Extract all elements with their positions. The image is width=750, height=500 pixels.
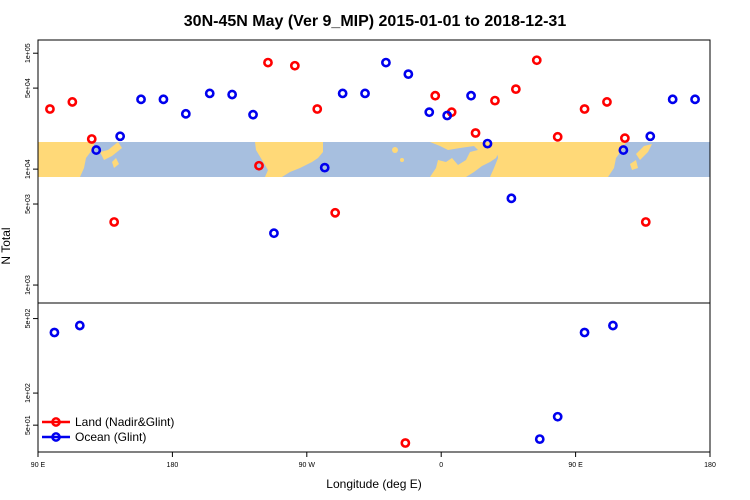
data-point — [263, 57, 273, 68]
x-tick-label: 90 E — [568, 462, 583, 469]
land-series — [45, 55, 651, 448]
data-point — [400, 438, 411, 448]
plot-frame — [37, 39, 711, 453]
y-tick-label: 5e+02 — [25, 309, 32, 329]
data-point — [602, 97, 612, 107]
data-point — [510, 84, 521, 95]
data-point — [381, 57, 391, 68]
data-point — [490, 95, 500, 106]
data-point — [319, 162, 330, 173]
data-point — [506, 193, 517, 204]
data-point — [49, 327, 60, 338]
data-point — [227, 89, 238, 100]
map-island — [517, 147, 523, 153]
data-point — [269, 228, 279, 239]
map-land — [430, 142, 502, 177]
x-tick-label: 180 — [704, 462, 716, 469]
map-land — [636, 144, 652, 160]
y-tick-label: 5e+01 — [25, 415, 32, 435]
legend-land-label: Land (Nadir&Glint) — [75, 415, 174, 429]
data-point — [360, 88, 370, 99]
y-axis-label: N Total — [0, 227, 13, 264]
data-point — [618, 145, 629, 155]
data-point — [115, 131, 126, 142]
y-tick-label: 1e+05 — [25, 43, 32, 63]
data-point — [552, 411, 563, 422]
data-point — [608, 320, 618, 331]
map-island — [400, 158, 404, 162]
data-point — [330, 207, 341, 218]
data-point — [424, 107, 435, 118]
data-point — [430, 90, 441, 101]
data-point — [45, 104, 55, 114]
y-tick-label: 5e+03 — [25, 194, 32, 214]
data-point — [204, 88, 215, 99]
data-point — [254, 160, 264, 171]
map-land — [112, 158, 119, 168]
data-point — [158, 94, 169, 105]
data-point — [86, 134, 97, 144]
chart-title: 30N-45N May (Ver 9_MIP) 2015-01-01 to 20… — [184, 13, 567, 30]
data-point — [690, 94, 700, 105]
map-land — [255, 142, 323, 177]
x-tick-label: 180 — [167, 462, 179, 469]
x-axis-label: Longitude (deg E) — [326, 477, 421, 491]
y-axis: 1e+03 5e+03 1e+04 5e+04 1e+05 5e+01 1e+02 5e+02 — [25, 43, 38, 435]
ocean-series — [49, 57, 700, 444]
data-point — [337, 88, 348, 99]
data-point — [289, 60, 300, 71]
data-point — [67, 97, 78, 107]
data-point — [470, 128, 481, 138]
map-land — [490, 142, 626, 177]
y-tick-label: 1e+04 — [25, 159, 32, 179]
data-point — [619, 133, 630, 144]
data-point — [466, 90, 476, 101]
legend-land-marker — [51, 417, 61, 427]
data-point — [442, 110, 453, 121]
legend-ocean-marker — [51, 432, 61, 442]
x-tick-label: 90 E — [31, 462, 46, 469]
data-point — [534, 434, 545, 444]
data-point — [74, 320, 85, 331]
data-point — [531, 55, 542, 66]
data-point — [312, 104, 323, 114]
legend-ocean-label: Ocean (Glint) — [75, 430, 146, 444]
y-tick-label: 1e+03 — [25, 275, 32, 295]
data-point — [645, 131, 656, 142]
data-point — [109, 217, 120, 227]
map-land — [630, 160, 638, 170]
x-tick-label: 0 — [439, 462, 443, 469]
data-point — [552, 131, 563, 142]
map-island — [392, 147, 398, 153]
world-map-band — [38, 142, 710, 177]
legend: Land (Nadir&Glint) Ocean (Glint) — [42, 415, 174, 444]
data-point — [248, 109, 258, 120]
map-land — [100, 142, 122, 160]
data-point — [180, 108, 191, 119]
data-point — [667, 94, 678, 105]
data-point — [403, 69, 414, 80]
map-land — [38, 142, 95, 177]
x-tick-label: 90 W — [299, 462, 316, 469]
map-island — [468, 168, 472, 172]
data-point — [91, 145, 102, 155]
data-point — [579, 327, 590, 338]
data-point — [579, 104, 590, 114]
data-point — [640, 217, 651, 227]
y-tick-label: 1e+02 — [25, 383, 32, 403]
y-tick-label: 5e+04 — [25, 78, 32, 98]
x-axis: 90 E 180 90 W 0 90 E 180 — [31, 452, 716, 469]
data-point — [136, 94, 146, 105]
data-point — [482, 138, 493, 149]
